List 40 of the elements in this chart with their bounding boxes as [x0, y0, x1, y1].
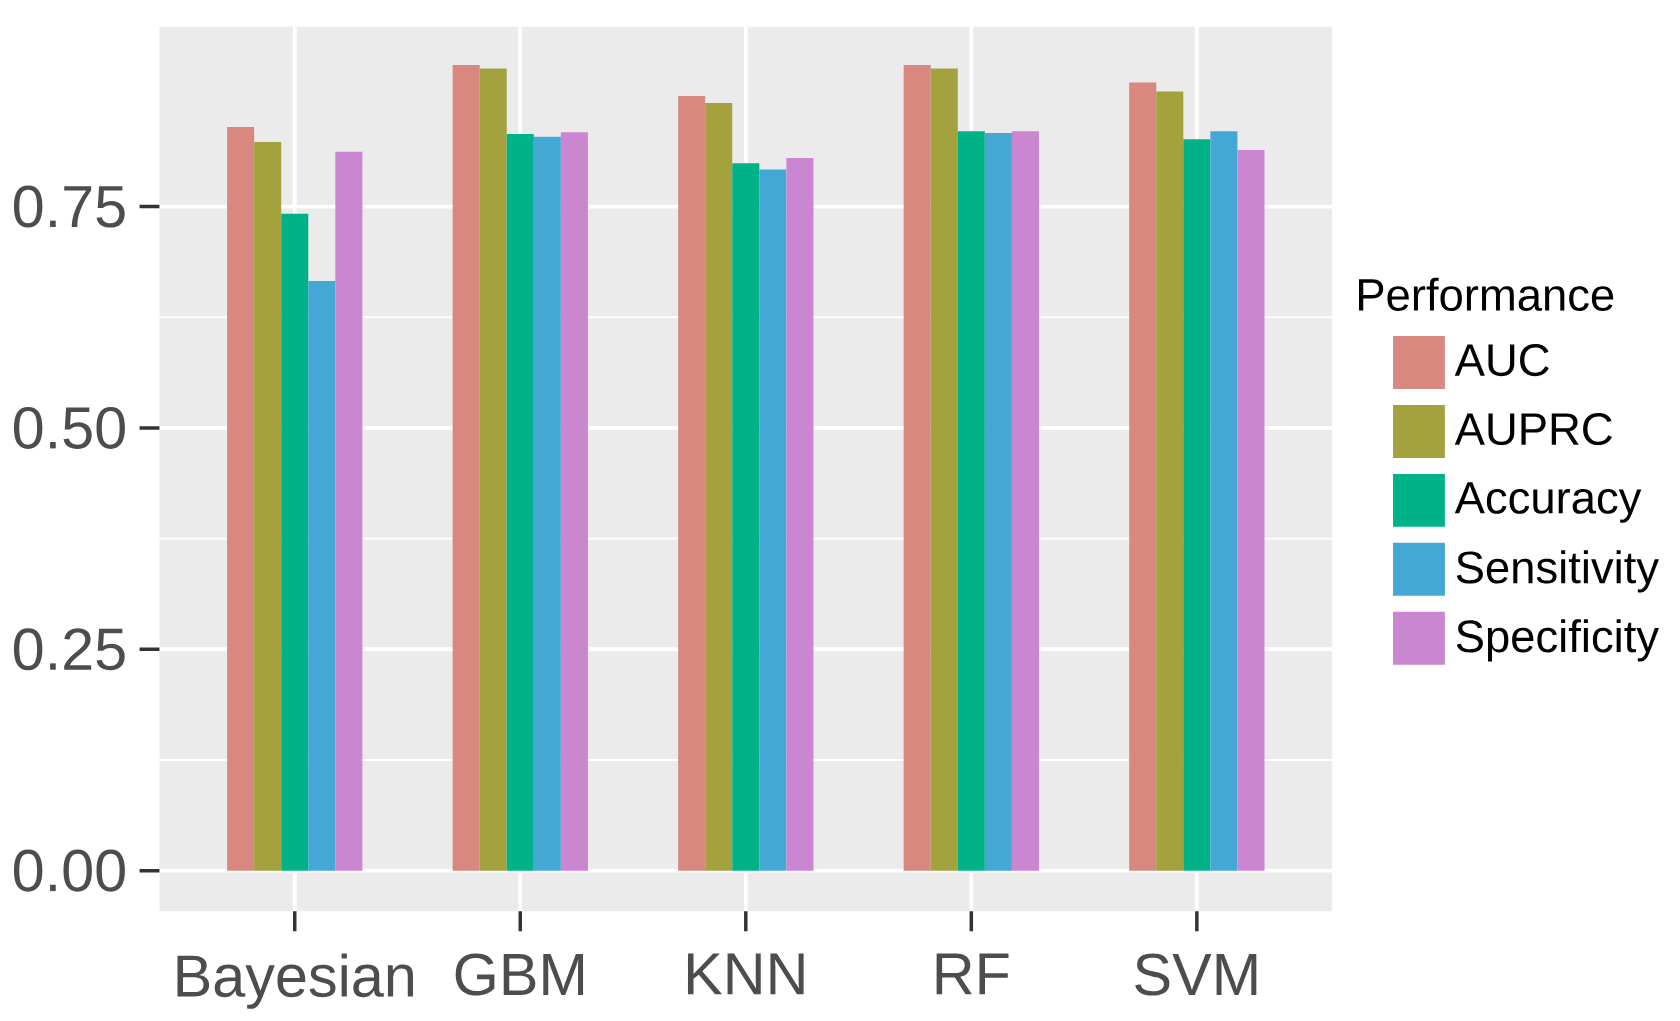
- legend-label: Accuracy: [1454, 482, 1642, 524]
- bar: [479, 68, 507, 871]
- bar: [984, 133, 1012, 871]
- legend-label: Specificity: [1456, 619, 1659, 662]
- bar: [759, 169, 787, 871]
- bar: [560, 132, 588, 871]
- bar: [1210, 131, 1238, 871]
- x-tick-label: KNN: [687, 953, 804, 995]
- bar: [452, 65, 480, 871]
- bar: [1156, 91, 1184, 871]
- legend-label: AUC: [1454, 344, 1549, 377]
- x-tick-label: SVM: [1135, 953, 1257, 996]
- bar: [506, 134, 534, 871]
- bar: [1011, 131, 1039, 871]
- bar: [335, 151, 363, 871]
- legend-title: Performance: [1359, 277, 1614, 312]
- bar: [227, 127, 255, 871]
- legend-label: AUPRC: [1454, 413, 1612, 446]
- bar: [281, 213, 309, 871]
- bar: [732, 163, 760, 871]
- bar: [533, 136, 561, 871]
- bar: [1237, 150, 1265, 871]
- y-tick-label: 0.00: [13, 849, 125, 892]
- bar: [254, 142, 282, 871]
- legend-label: Sensitivity: [1456, 550, 1659, 593]
- bar: [1129, 82, 1157, 871]
- x-tick-label: Bayesian: [177, 953, 413, 1010]
- bar: [930, 68, 958, 871]
- bar: [786, 158, 814, 871]
- bar: [957, 131, 985, 871]
- bar: [1183, 139, 1211, 871]
- bar: [308, 281, 336, 871]
- y-tick-label: 0.50: [13, 407, 125, 450]
- bar: [678, 96, 706, 871]
- bar: [705, 103, 733, 871]
- bar: [903, 65, 931, 871]
- y-tick-label: 0.25: [13, 628, 125, 671]
- x-tick-label: GBM: [455, 953, 584, 996]
- x-tick-label: RF: [936, 953, 1009, 995]
- y-tick-label: 0.75: [13, 185, 125, 228]
